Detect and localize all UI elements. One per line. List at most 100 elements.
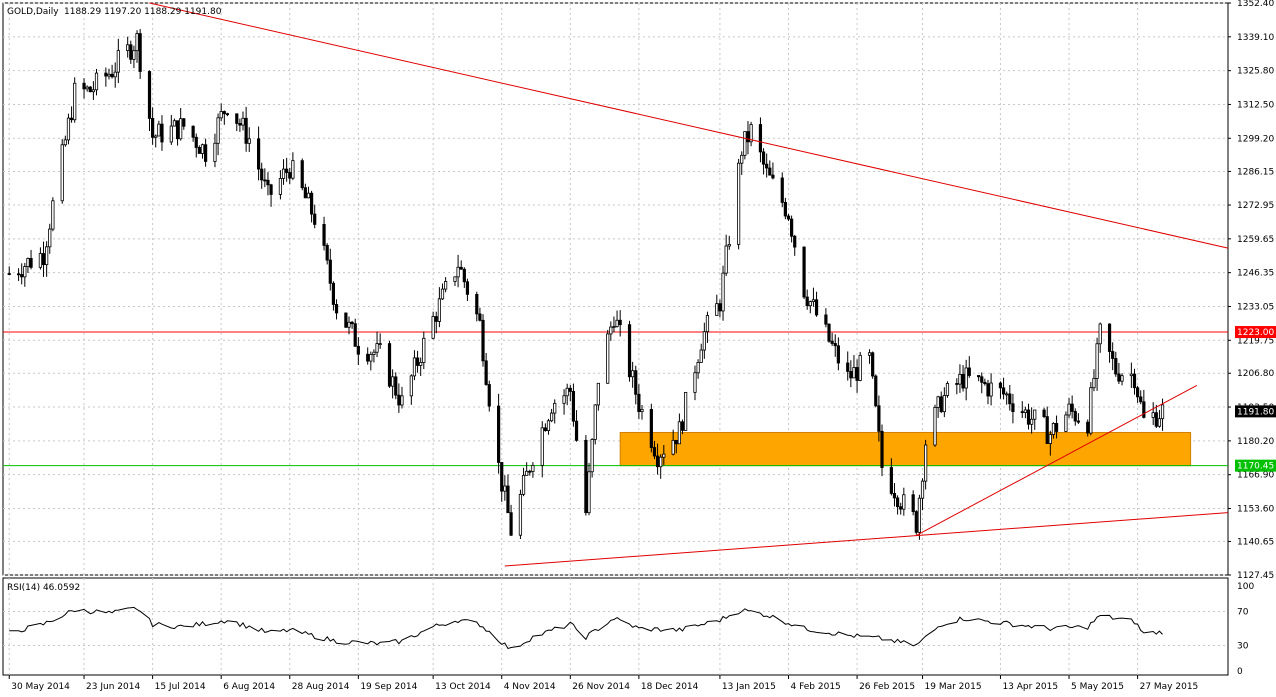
candle-body — [431, 316, 435, 339]
candle-body — [1157, 418, 1162, 427]
candle-body — [94, 72, 99, 91]
candle-body — [1008, 393, 1012, 405]
y-tick-label: 1219.75 — [1237, 336, 1274, 346]
candle-body — [26, 258, 30, 267]
candle-body — [543, 427, 547, 432]
level-label: 1223.00 — [1237, 328, 1274, 338]
candle-body — [325, 244, 329, 261]
candle-body — [612, 326, 616, 328]
candle-body — [1020, 411, 1024, 414]
candle-body — [1089, 387, 1093, 434]
candle-body — [456, 266, 460, 278]
candle-body — [574, 420, 579, 441]
candle-body — [1086, 421, 1090, 434]
candle-body — [45, 246, 49, 266]
candle-body — [961, 373, 965, 389]
candle-body — [989, 382, 993, 397]
candle-body — [73, 82, 77, 121]
candle-body — [553, 402, 557, 414]
candle-body — [1030, 418, 1034, 425]
candle-body — [41, 253, 46, 266]
candle-body — [216, 117, 220, 144]
candle-body — [674, 439, 678, 445]
candle-body — [852, 367, 856, 379]
candle-body — [634, 370, 638, 395]
candle-body — [138, 33, 142, 72]
candle-body — [680, 421, 685, 431]
candle-body — [29, 258, 33, 268]
candle-body — [684, 391, 688, 431]
candle-body — [899, 506, 903, 510]
candle-body — [1054, 423, 1059, 432]
candle-body — [387, 343, 392, 387]
candle-body — [200, 144, 205, 154]
candle-body — [110, 73, 114, 78]
candle-body — [780, 177, 784, 203]
candle-body — [309, 192, 314, 215]
candle-body — [715, 303, 719, 316]
candle-body — [1092, 378, 1096, 389]
candle-body — [880, 430, 884, 468]
candle-body — [225, 113, 230, 116]
candle-body — [1005, 393, 1009, 396]
x-tick-label: 4 Nov 2014 — [504, 682, 556, 692]
candle-body — [836, 345, 840, 364]
level-badge — [1235, 459, 1276, 472]
candle-body — [23, 266, 27, 278]
candle-body — [375, 343, 379, 353]
candle-body — [846, 362, 850, 372]
candle-body — [964, 367, 968, 389]
candle-body — [129, 44, 133, 60]
candle-body — [91, 89, 95, 93]
x-tick-label: 13 Oct 2014 — [435, 682, 491, 692]
candle-body — [334, 304, 339, 314]
rsi-tick-label: 0 — [1237, 667, 1243, 677]
candle-body — [525, 470, 529, 476]
candle-body — [615, 319, 619, 327]
candle-body — [631, 370, 635, 378]
candle-body — [659, 456, 663, 468]
candle-body — [892, 493, 897, 499]
candle-body — [986, 383, 990, 397]
x-tick-label: 19 Sep 2014 — [360, 682, 417, 692]
x-tick-label: 19 Mar 2015 — [925, 682, 982, 692]
level-badge — [1235, 405, 1276, 418]
candle-body — [147, 71, 152, 119]
trendline — [504, 512, 1229, 567]
candle-body — [459, 266, 463, 270]
candle-body — [51, 200, 55, 230]
candle-body — [1023, 409, 1027, 413]
candle-body — [191, 125, 195, 138]
rsi-label: RSI(14) 46.0592 — [7, 583, 80, 593]
candle-body — [222, 111, 226, 115]
candle-body — [737, 162, 741, 245]
candle-body — [743, 131, 747, 156]
candle-body — [126, 44, 130, 51]
candle-body — [213, 142, 217, 162]
candle-body — [263, 179, 267, 182]
candle-body — [758, 124, 763, 153]
candle-layer — [7, 29, 1165, 540]
x-tick-label: 30 May 2014 — [11, 682, 70, 692]
candle-body — [740, 154, 744, 164]
candle-body — [805, 296, 809, 307]
y-tick-label: 1299.20 — [1237, 134, 1274, 144]
candle-body — [518, 493, 523, 536]
candle-body — [322, 224, 326, 246]
candle-body — [655, 455, 660, 468]
candle-body — [1067, 403, 1071, 416]
ohlc-label: 1188.29 1197.20 1188.29 1191.80 — [64, 7, 222, 17]
x-tick-label: 27 May 2015 — [1140, 682, 1199, 692]
candle-body — [415, 357, 420, 366]
support-zone — [619, 431, 1192, 467]
candle-body — [500, 462, 504, 492]
candle-body — [596, 382, 600, 406]
candle-body — [609, 326, 613, 335]
candle-body — [855, 367, 859, 381]
candle-body — [412, 357, 417, 377]
candle-body — [1042, 409, 1046, 417]
candle-body — [671, 439, 675, 455]
x-tick-label: 13 Apr 2015 — [1002, 682, 1058, 692]
candle-body — [980, 376, 984, 383]
